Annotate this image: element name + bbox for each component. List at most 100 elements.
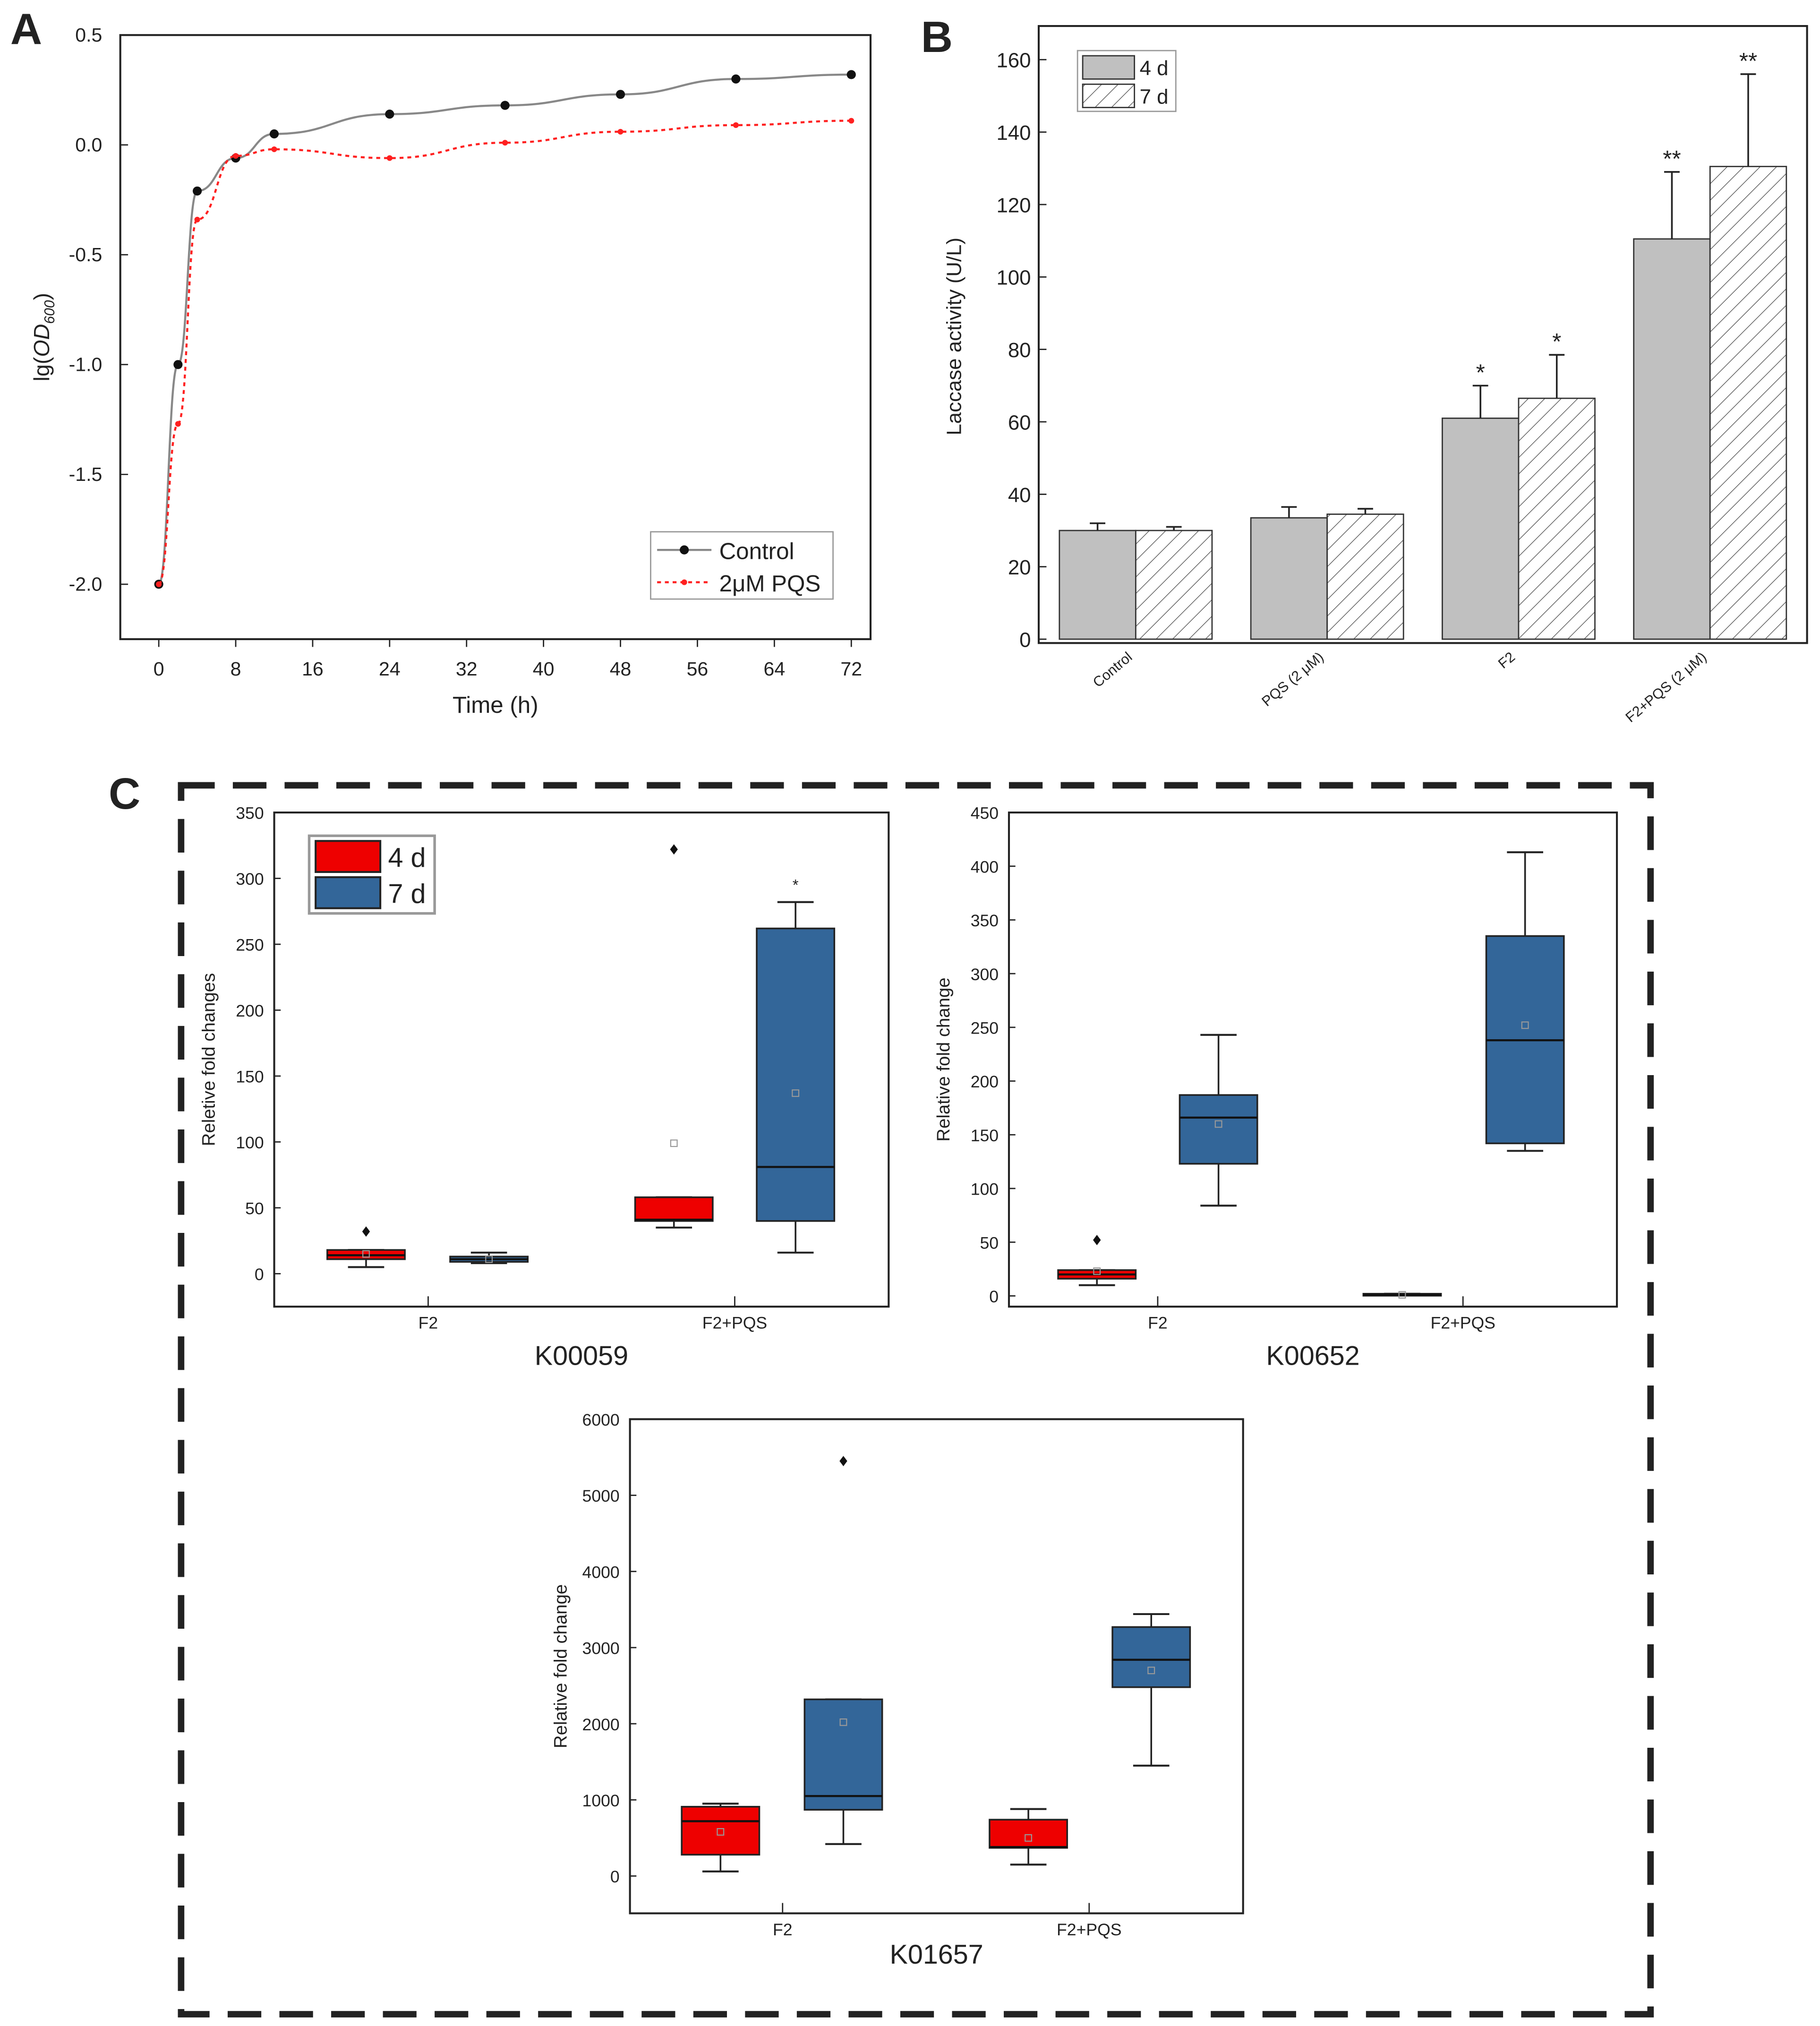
y-tick-label: 350 [236, 804, 264, 823]
y-tick-label: 50 [245, 1199, 264, 1218]
x-tick-label: F2 [1495, 649, 1518, 672]
y-tick-label: 0.0 [75, 134, 102, 155]
y-tick-label: 100 [996, 266, 1031, 290]
significance-marker: ** [1739, 48, 1757, 74]
x-tick-label: F2+PQS (2 μM) [1623, 649, 1709, 726]
plot-frame [1008, 811, 1618, 1308]
data-point [386, 155, 393, 161]
series-line-0 [157, 73, 852, 586]
y-tick-label: 1000 [582, 1791, 620, 1810]
x-tick-label: Control [1090, 649, 1136, 691]
mean-marker [839, 1718, 847, 1726]
significance-marker: ** [1663, 146, 1681, 172]
legend-control-label: Control [719, 538, 795, 564]
legend-7d-swatch [1082, 83, 1135, 108]
y-axis-label-part: lg( [29, 357, 54, 381]
y-tick-label: -0.5 [69, 244, 103, 265]
chart-title: K01657 [890, 1940, 983, 1970]
x-tick-label: F2+PQS [702, 1314, 767, 1333]
data-point [848, 118, 854, 124]
y-axis-label-part: 600 [42, 300, 58, 324]
x-tick-label: 8 [231, 658, 241, 680]
y-tick-label: 100 [971, 1180, 999, 1199]
bar-4d [1633, 238, 1711, 640]
y-tick-label: 150 [236, 1068, 264, 1086]
y-tick-label: 250 [971, 1019, 999, 1038]
y-tick-label: 300 [236, 870, 264, 889]
mean-marker [717, 1828, 725, 1836]
x-tick-label: 16 [302, 658, 324, 680]
y-tick-label: 300 [971, 965, 999, 984]
x-tick-label: PQS (2 μM) [1259, 649, 1326, 710]
y-tick-label: 150 [971, 1126, 999, 1145]
panel-b-bar-chart: 0 20 40 60 80 100 120 140 160 Laccase activity (U… [943, 25, 1808, 726]
significance-marker: * [1476, 359, 1485, 385]
mean-marker [1093, 1267, 1101, 1275]
panel-label-a: A [10, 4, 42, 53]
data-point [173, 360, 183, 369]
data-point [385, 110, 394, 119]
plot-frame [273, 811, 890, 1308]
outlier-marker [362, 1226, 370, 1237]
mean-marker [792, 1089, 800, 1097]
y-tick-label: 40 [1008, 484, 1031, 507]
chart-title: K00059 [535, 1341, 628, 1371]
data-point [233, 153, 239, 159]
x-tick-label: 40 [533, 658, 555, 680]
data-point [733, 122, 739, 128]
plot-frame [629, 1418, 1244, 1915]
mean-marker [1214, 1120, 1222, 1128]
legend-7d-swatch [315, 876, 382, 909]
bar-7d [1326, 513, 1404, 640]
y-axis-label: Reletive fold changes [199, 973, 219, 1146]
legend-4d-label: 4 d [388, 843, 426, 873]
panel-c-box-k00059: 0 50 100 150 200 250 300 350 F2 F2+PQS K00059 Relet… [199, 804, 890, 1371]
y-tick-label: -1.5 [69, 463, 103, 485]
mean-marker [1025, 1834, 1033, 1842]
y-tick-label: 200 [236, 1001, 264, 1020]
data-point [846, 70, 856, 79]
x-tick-label: F2 [419, 1314, 438, 1333]
x-tick-label: 0 [154, 658, 164, 680]
bar-7d [1135, 530, 1213, 640]
mean-marker [670, 1139, 678, 1147]
legend-box [650, 531, 834, 600]
data-point [192, 186, 202, 196]
plot-frame [1037, 25, 1808, 644]
y-tick-label: 200 [971, 1072, 999, 1091]
y-axis-label-part: OD [29, 324, 54, 357]
y-tick-label: 20 [1008, 556, 1031, 579]
chart-title: K00652 [1266, 1341, 1359, 1371]
data-point [615, 90, 625, 99]
panel-label-b: B [921, 12, 953, 61]
y-tick-label: 0 [989, 1287, 999, 1306]
data-point [500, 101, 510, 110]
significance-marker: * [793, 876, 799, 893]
x-tick-label: F2 [773, 1920, 793, 1939]
x-axis-label: Time (h) [453, 692, 538, 718]
box-4d [989, 1819, 1068, 1849]
y-axis-label-part: ) [29, 293, 54, 300]
data-point [194, 216, 200, 222]
legend-7d-label: 7 d [388, 879, 426, 909]
x-tick-label: F2+PQS [1430, 1314, 1495, 1333]
outlier-marker [1093, 1235, 1101, 1246]
legend-pqs-label: 2μM PQS [719, 571, 821, 597]
y-tick-label: 250 [236, 936, 264, 955]
y-tick-label: 0 [1019, 629, 1031, 652]
legend-pqs-marker [681, 579, 687, 585]
legend-4d-swatch [315, 840, 382, 873]
legend-4d-swatch [1082, 55, 1135, 80]
data-point [617, 128, 624, 135]
y-axis-label: Laccase activity (U/L) [943, 238, 966, 436]
y-tick-label: 5000 [582, 1487, 620, 1505]
y-tick-label: 450 [971, 804, 999, 823]
bar-7d [1709, 166, 1787, 640]
x-tick-label: 32 [456, 658, 478, 680]
y-tick-label: 50 [980, 1233, 999, 1252]
y-tick-label: 350 [971, 911, 999, 930]
data-point [156, 581, 162, 587]
y-tick-label: 0 [255, 1265, 264, 1284]
x-tick-label: 24 [379, 658, 401, 680]
